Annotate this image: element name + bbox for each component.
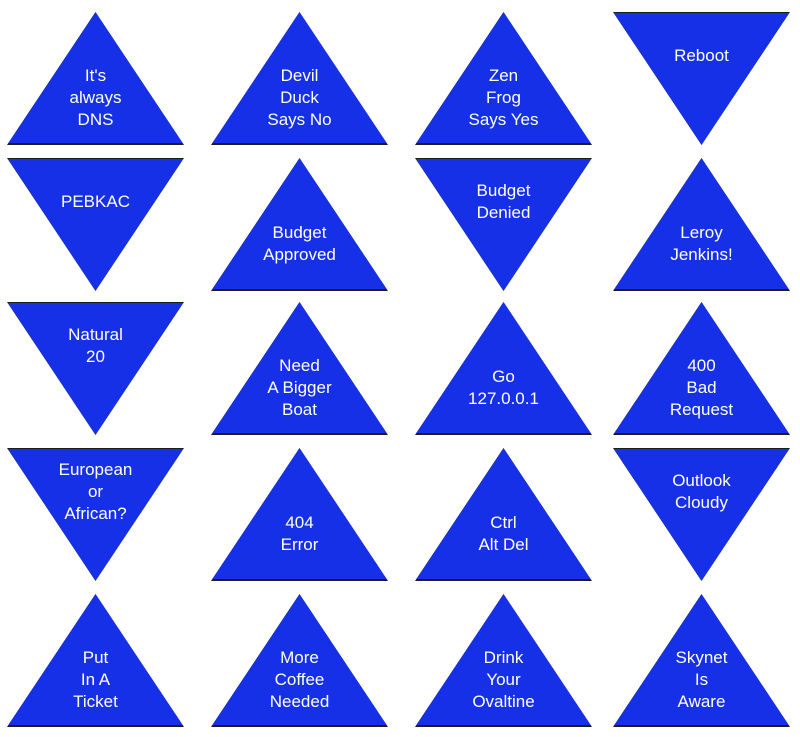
triangle-label: More Coffee Needed bbox=[269, 648, 330, 712]
triangle-card: Drink Your Ovaltine bbox=[415, 594, 592, 727]
triangle-shape bbox=[415, 158, 592, 291]
triangle-fill bbox=[416, 159, 591, 291]
triangle-label: PEBKAC bbox=[61, 191, 130, 211]
triangle-card: 404 Error bbox=[211, 448, 388, 581]
triangle-label: Zen Frog Says Yes bbox=[468, 66, 539, 130]
triangle-card: Go 127.0.0.1 bbox=[415, 302, 592, 435]
triangle-card: Need A Bigger Boat bbox=[211, 302, 388, 435]
triangle-label: Put In A Ticket bbox=[73, 648, 118, 712]
triangle-shape bbox=[613, 448, 790, 581]
triangle-card: It's always DNS bbox=[7, 12, 184, 145]
triangle-card: Ctrl Alt Del bbox=[415, 448, 592, 581]
triangle-label: Skynet Is Aware bbox=[675, 648, 728, 712]
triangle-label: Budget Denied bbox=[476, 180, 531, 222]
triangle-label: European or African? bbox=[58, 459, 133, 523]
triangle-label: Natural 20 bbox=[68, 324, 123, 366]
triangle-label: 400 Bad Request bbox=[669, 356, 734, 420]
triangle-card: Leroy Jenkins! bbox=[613, 158, 790, 291]
triangle-label: 404 Error bbox=[280, 513, 319, 555]
triangle-label: Leroy Jenkins! bbox=[670, 223, 733, 265]
triangle-fill bbox=[8, 159, 183, 291]
triangle-label: Need A Bigger Boat bbox=[267, 356, 332, 420]
triangle-card: More Coffee Needed bbox=[211, 594, 388, 727]
triangle-label: Drink Your Ovaltine bbox=[472, 648, 535, 712]
triangle-card: Budget Denied bbox=[415, 158, 592, 291]
triangle-card: PEBKAC bbox=[7, 158, 184, 291]
triangle-card: Zen Frog Says Yes bbox=[415, 12, 592, 145]
triangle-shape bbox=[613, 12, 790, 145]
triangle-card: European or African? bbox=[7, 448, 184, 581]
triangle-label: Budget Approved bbox=[263, 223, 336, 265]
triangle-shape bbox=[7, 302, 184, 435]
triangle-fill bbox=[8, 303, 183, 435]
triangle-card: Reboot bbox=[613, 12, 790, 145]
triangle-label: It's always DNS bbox=[69, 66, 122, 130]
triangle-card: Skynet Is Aware bbox=[613, 594, 790, 727]
triangle-card: Natural 20 bbox=[7, 302, 184, 435]
triangle-label: Devil Duck Says No bbox=[267, 66, 332, 130]
triangle-card: 400 Bad Request bbox=[613, 302, 790, 435]
triangle-label: Outlook Cloudy bbox=[672, 470, 731, 512]
triangle-shape bbox=[7, 158, 184, 291]
triangle-fill bbox=[614, 13, 789, 145]
triangle-fill bbox=[614, 449, 789, 581]
triangle-label: Ctrl Alt Del bbox=[478, 513, 529, 555]
triangle-label: Reboot bbox=[674, 45, 729, 65]
triangle-card: Devil Duck Says No bbox=[211, 12, 388, 145]
triangle-card: Outlook Cloudy bbox=[613, 448, 790, 581]
triangle-card: Budget Approved bbox=[211, 158, 388, 291]
triangle-card: Put In A Ticket bbox=[7, 594, 184, 727]
triangle-label: Go 127.0.0.1 bbox=[468, 367, 539, 409]
